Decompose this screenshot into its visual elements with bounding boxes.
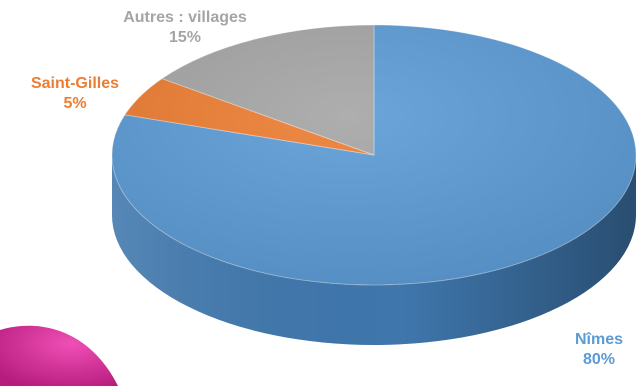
slice-name: Nîmes	[574, 331, 624, 348]
slice-label-saint-gilles: Saint-Gilles 5%	[0, 74, 150, 114]
slice-name: Autres : villages	[123, 9, 247, 26]
pie-top-shading	[112, 25, 636, 285]
slice-value: 5%	[63, 95, 87, 112]
slice-side-shading	[112, 155, 636, 345]
slice-name: Saint-Gilles	[30, 75, 120, 92]
decorative-swoosh	[0, 325, 118, 386]
slice-value: 80%	[582, 351, 616, 368]
slice-label-autres-villages: Autres : villages 15%	[70, 8, 300, 48]
slice-value: 15%	[168, 29, 202, 46]
pie-sides	[112, 155, 636, 345]
slice-label-nimes: Nîmes 80%	[560, 330, 638, 370]
pie-slices	[111, 24, 637, 286]
